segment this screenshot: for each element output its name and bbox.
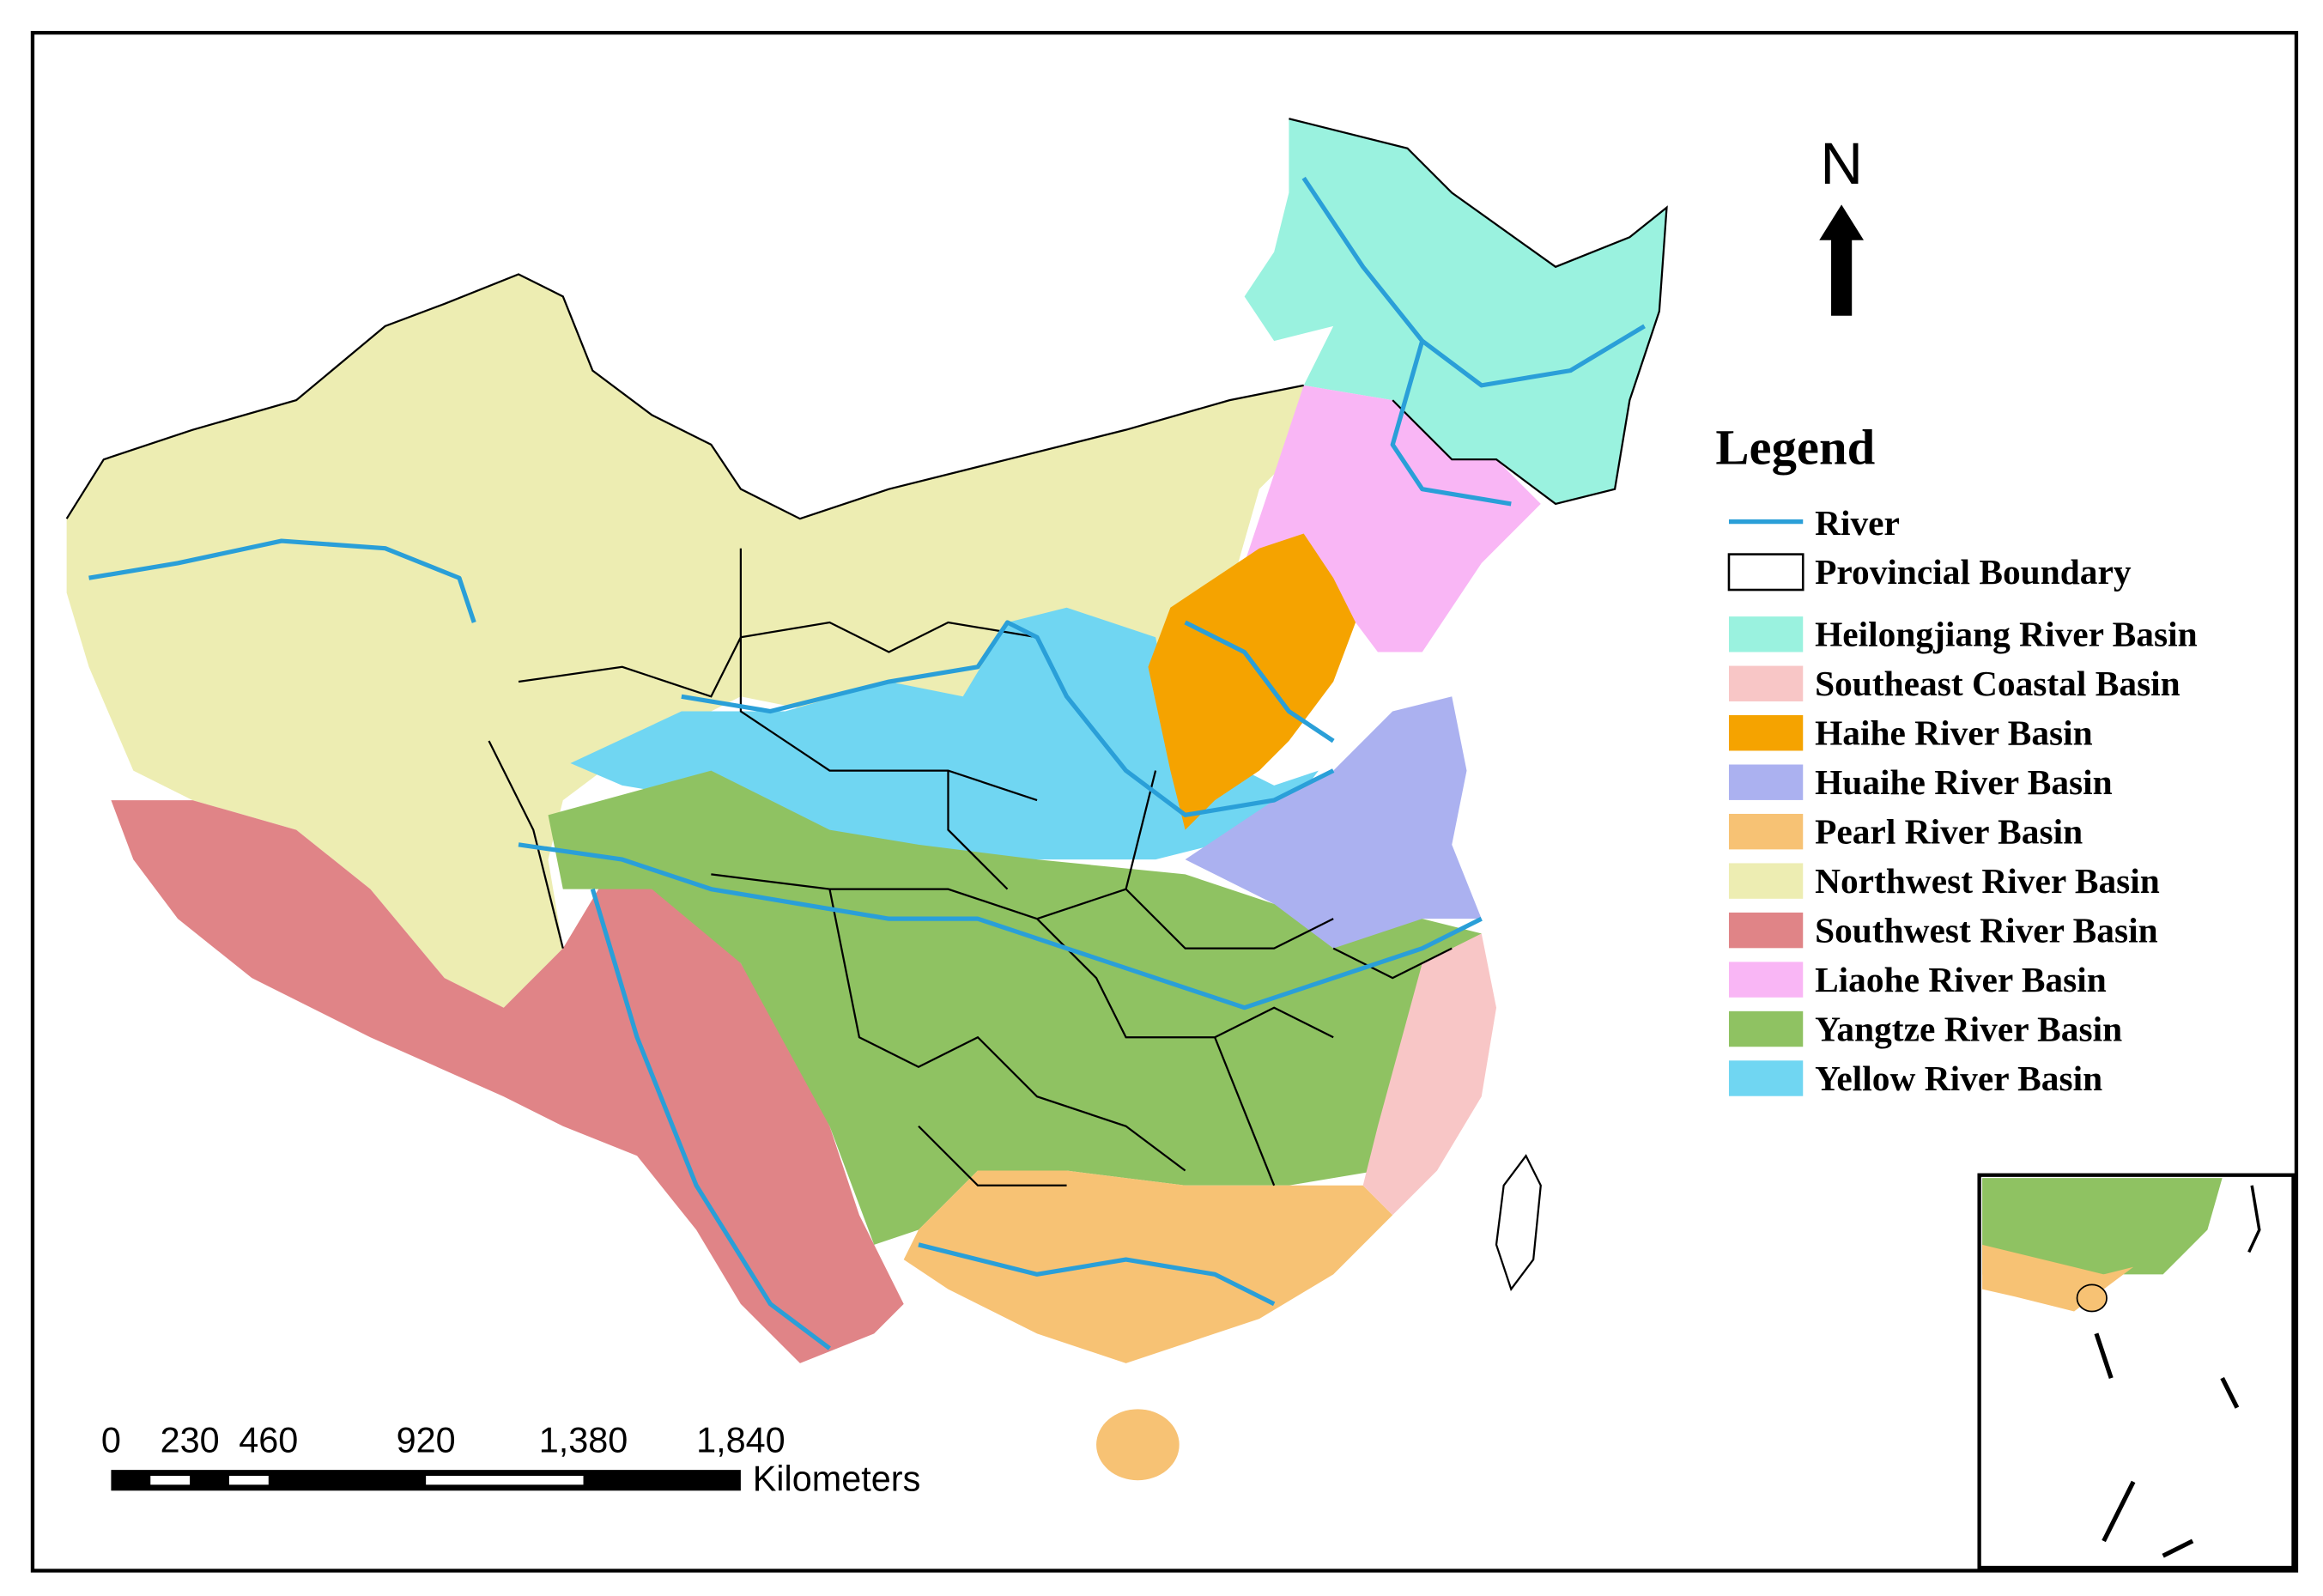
- legend-label: Southwest River Basin: [1815, 910, 2158, 950]
- legend-swatch: [1728, 1060, 1804, 1096]
- legend-swatch: [1728, 863, 1804, 899]
- basin: [1148, 533, 1356, 830]
- legend-swatch: [1728, 715, 1804, 751]
- scale-label: 230: [161, 1420, 220, 1459]
- legend-label: Southeast Coastal Basin: [1815, 664, 2180, 703]
- legend-label: Pearl River Basin: [1815, 811, 2083, 851]
- legend-label: Haihe River Basin: [1815, 713, 2093, 753]
- legend-swatch: [1728, 813, 1804, 850]
- legend-swatch: [1728, 1010, 1804, 1047]
- scale-label: 460: [239, 1420, 298, 1459]
- legend-swatch: [1728, 912, 1804, 949]
- legend-title: Legend: [1715, 419, 1875, 475]
- basin: [1244, 385, 1541, 652]
- basin: [1185, 696, 1482, 949]
- legend-label: Liaohe River Basin: [1815, 960, 2107, 999]
- basin: [1362, 933, 1497, 1216]
- boundary-symbol: [1727, 553, 1804, 592]
- legend: Legend River Provincial Boundary Heilong…: [1715, 419, 2197, 1097]
- scale-segment: [228, 1476, 269, 1485]
- legend-label: River: [1815, 503, 1900, 543]
- legend-label: Yellow River Basin: [1815, 1059, 2102, 1098]
- legend-label: Heilongjiang River Basin: [1815, 615, 2198, 654]
- basin: [66, 274, 1304, 1008]
- legend-swatch: [1728, 764, 1804, 800]
- scale-label: 1,380: [539, 1420, 628, 1459]
- north-label: N: [1820, 130, 1863, 197]
- scale-unit: Kilometers: [753, 1459, 921, 1498]
- legend-swatch: [1728, 962, 1804, 998]
- basin: [1244, 118, 1667, 504]
- legend-label: Yangtze River Basin: [1815, 1009, 2122, 1048]
- basins: [66, 118, 1667, 1481]
- legend-swatch: [1728, 616, 1804, 652]
- scale-label: 1,840: [696, 1420, 785, 1459]
- scale-label: 920: [397, 1420, 456, 1459]
- legend-label: Northwest River Basin: [1815, 861, 2160, 901]
- basin: [1096, 1409, 1180, 1481]
- north-arrow-shape: [1819, 204, 1865, 316]
- basin: [548, 770, 1482, 1245]
- legend-label: Provincial Boundary: [1815, 552, 2132, 592]
- scale-label: 0: [101, 1420, 121, 1459]
- legend-label: Huaihe River Basin: [1815, 762, 2113, 802]
- north-arrow: N: [1819, 130, 1865, 316]
- scale-segment: [150, 1476, 191, 1485]
- provincial-boundaries: [65, 118, 1668, 1291]
- basin: [903, 1170, 1393, 1363]
- legend-swatch: [1728, 665, 1804, 701]
- basin: [111, 800, 904, 1363]
- scale-segment: [426, 1476, 584, 1485]
- rivers: [88, 176, 1646, 1350]
- basin: [570, 607, 1319, 904]
- inset-content: [1982, 1178, 2261, 1558]
